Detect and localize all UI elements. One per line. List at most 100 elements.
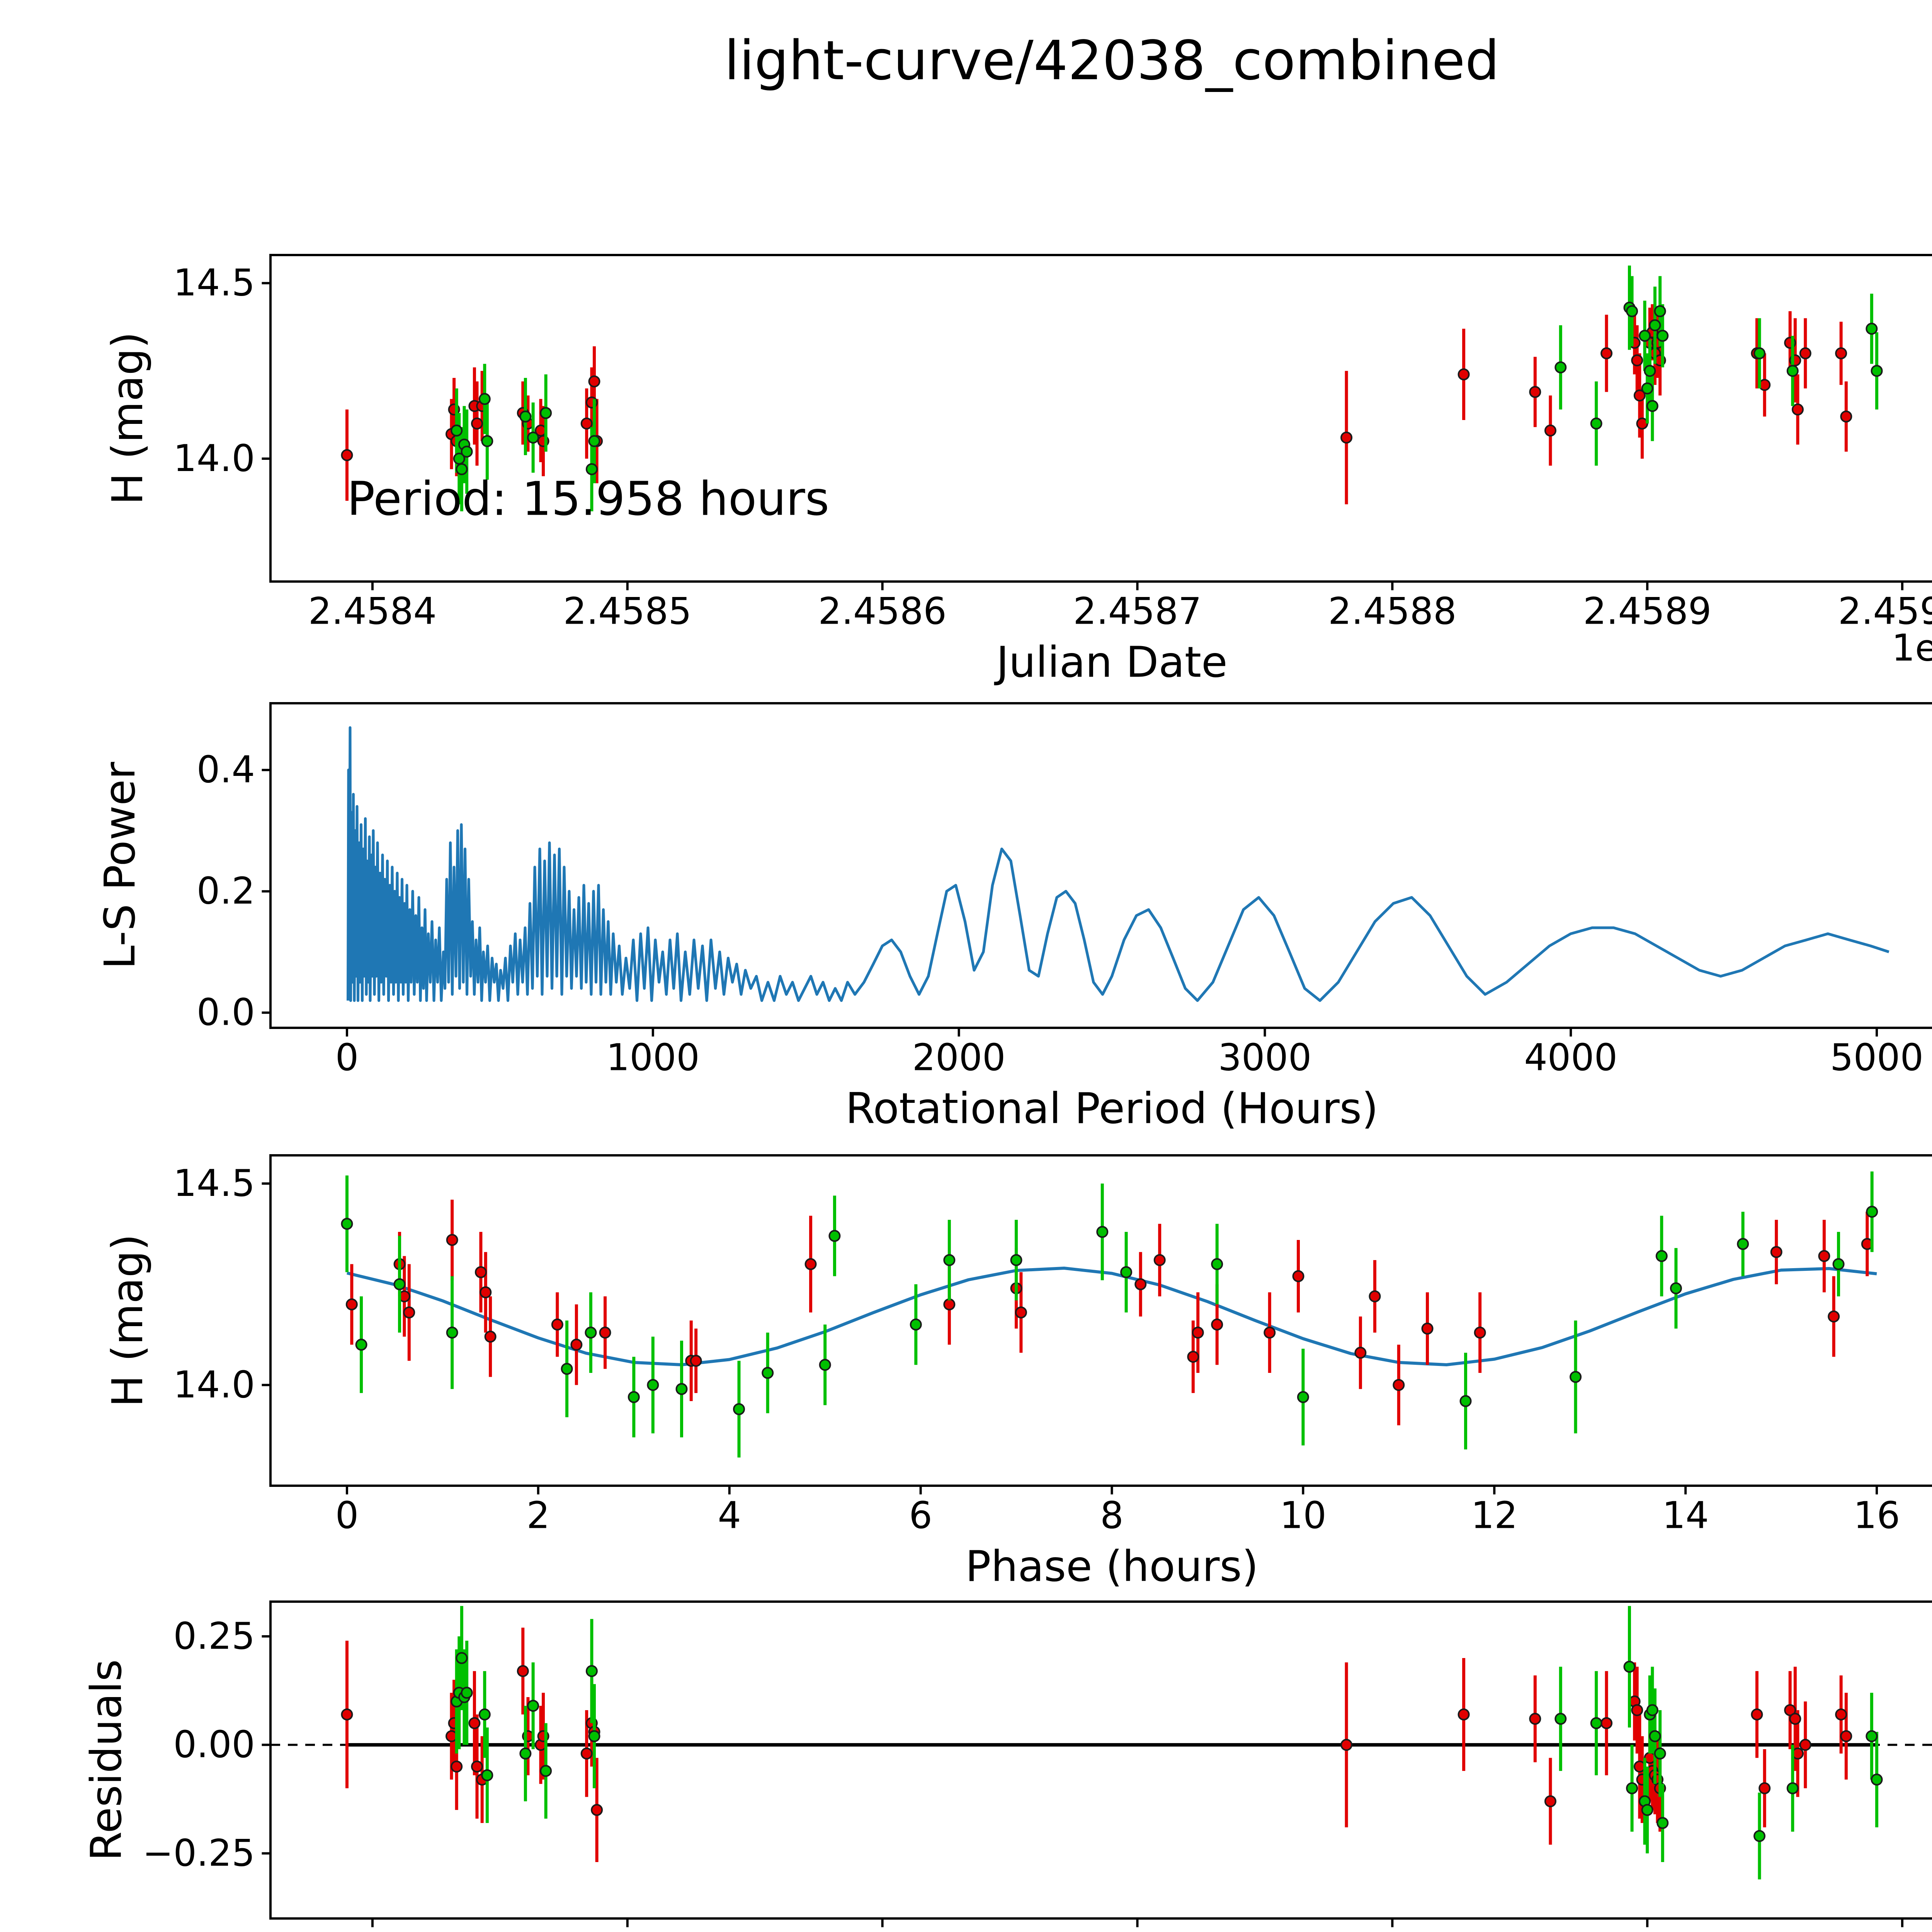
x-tick-label: 3000 (1218, 1037, 1312, 1079)
x-tick-label: 5000 (1830, 1037, 1923, 1079)
y-tick-label: 0.00 (173, 1724, 255, 1766)
x-tick-label: 12 (1471, 1495, 1518, 1537)
data-point (1474, 1327, 1486, 1339)
data-point (804, 1258, 817, 1270)
data-point (481, 435, 493, 447)
data-point (1590, 417, 1602, 430)
data-point (647, 1379, 659, 1391)
y-axis-label: H (mag) (103, 332, 152, 505)
x-axis-label: Rotational Period (Hours) (845, 1084, 1378, 1133)
data-point (1623, 1660, 1636, 1673)
data-point (585, 1327, 597, 1339)
x-tick-label: 2.4588 (1328, 590, 1456, 633)
data-point (580, 417, 593, 430)
data-point (1646, 400, 1658, 412)
data-point (1544, 1795, 1556, 1808)
data-point (828, 1230, 841, 1242)
data-point (570, 1338, 583, 1351)
data-point (1866, 1206, 1878, 1218)
x-tick-label: 8 (1100, 1495, 1123, 1537)
data-point (1570, 1371, 1582, 1383)
x-tick-label: 4 (718, 1495, 741, 1537)
y-tick-label: 14.5 (173, 1162, 255, 1205)
data-point (471, 417, 483, 430)
data-point (1799, 1739, 1811, 1751)
x-axis-label: Julian Date (994, 638, 1227, 687)
data-point (446, 1327, 458, 1339)
axes-frame (269, 702, 1932, 1029)
y-tick-label: 14.0 (173, 1364, 255, 1406)
data-point (1393, 1379, 1405, 1391)
y-tick-label: 0.4 (197, 749, 255, 791)
data-point (1297, 1391, 1309, 1403)
data-point (1554, 1713, 1567, 1725)
data-point (540, 1765, 552, 1777)
data-point (1354, 1347, 1367, 1359)
data-point (1656, 330, 1669, 342)
data-point (1649, 1730, 1661, 1742)
x-tick-label: 2.4590 (1838, 590, 1932, 633)
data-point (1211, 1258, 1223, 1270)
data-point (1015, 1306, 1027, 1319)
data-point (1554, 361, 1567, 374)
fit-curve (347, 1267, 1877, 1367)
data-point (1799, 347, 1811, 359)
data-point (1840, 410, 1852, 423)
data-point (341, 449, 353, 461)
axes-frame (269, 1600, 1932, 1920)
data-point (733, 1403, 745, 1415)
data-point (1786, 365, 1799, 377)
data-point (1751, 1708, 1763, 1721)
data-point (690, 1355, 702, 1367)
data-point (1264, 1327, 1276, 1339)
data-point (1626, 305, 1638, 317)
data-point (943, 1298, 956, 1311)
data-point (1292, 1270, 1304, 1282)
data-point (1096, 1226, 1109, 1238)
x-tick-label: 2.4588 (1328, 1927, 1456, 1932)
data-point (1770, 1246, 1782, 1258)
data-point (1655, 1250, 1668, 1262)
x-tick-label: 10 (1280, 1495, 1327, 1537)
x-tick-label: 2.4587 (1073, 1927, 1201, 1932)
data-point (1871, 1774, 1883, 1786)
data-point (451, 1760, 463, 1773)
data-point (1784, 1704, 1796, 1716)
y-tick-label: 0.25 (173, 1615, 255, 1658)
data-point (1644, 365, 1656, 377)
data-point (1600, 347, 1613, 359)
data-point (468, 1717, 481, 1730)
data-point (1187, 1350, 1199, 1363)
data-point (585, 1665, 598, 1677)
x-tick-label: 2.4584 (308, 1927, 437, 1932)
data-point (1459, 1395, 1472, 1407)
x-tick-label: 2.4585 (563, 590, 692, 633)
data-point (1626, 1782, 1638, 1794)
panel-phase-curve: 0 2 4 6 8 10 12 14 16 14.0 14.5 Phase (hours) H (mag… (103, 1154, 1932, 1591)
data-point (1421, 1322, 1434, 1335)
y-axis-label: H (mag) (103, 1234, 152, 1407)
data-point (1654, 1747, 1666, 1760)
panel-lightcurve: 2.4584 2.4585 2.4586 2.4587 2.4588 2.4589 2.45… (103, 254, 1932, 687)
data-point (1791, 403, 1804, 416)
data-point (540, 407, 552, 419)
data-point (461, 446, 473, 458)
data-point (456, 463, 468, 475)
data-point (1010, 1254, 1022, 1266)
x-tick-label: 0 (335, 1495, 359, 1537)
y-tick-label: 14.0 (173, 437, 255, 480)
data-point (1544, 424, 1556, 437)
data-point (628, 1391, 640, 1403)
data-point (1631, 354, 1643, 367)
data-point (446, 1234, 458, 1246)
data-point (1866, 1730, 1878, 1742)
data-point (1866, 323, 1878, 335)
data-point (1211, 1318, 1223, 1331)
y-axis-label: L-S Power (95, 762, 145, 969)
data-point (341, 1708, 353, 1721)
axes-frame (269, 254, 1932, 583)
data-point (1600, 1717, 1613, 1730)
data-point (599, 1327, 611, 1339)
data-point (451, 424, 463, 437)
